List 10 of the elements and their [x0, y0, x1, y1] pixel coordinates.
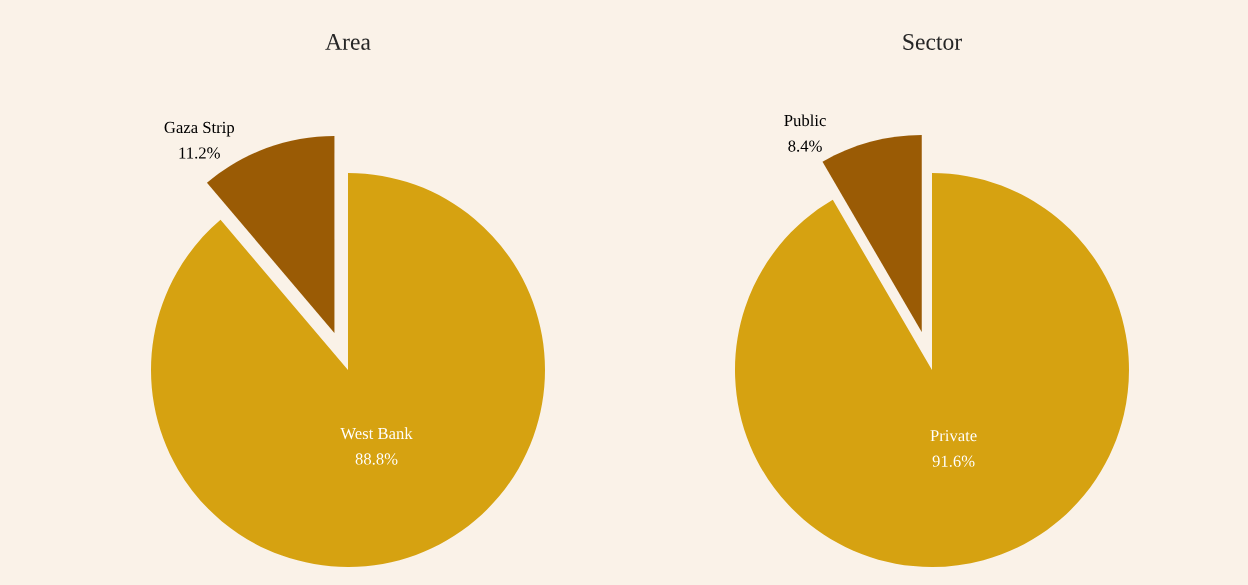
chart-title: Sector	[903, 34, 962, 50]
slice-label: West Bank	[340, 427, 413, 440]
data-label: 8.4%	[788, 140, 822, 152]
data-label: 88.8%	[355, 453, 398, 465]
data-label: 91.6%	[932, 455, 975, 467]
data-label: 11.2%	[179, 147, 220, 159]
slice-label: Private	[930, 430, 977, 442]
slice-label: Public	[784, 114, 826, 127]
slice-label: Gaza Strip	[164, 121, 235, 137]
chart-title: Area	[325, 34, 371, 50]
